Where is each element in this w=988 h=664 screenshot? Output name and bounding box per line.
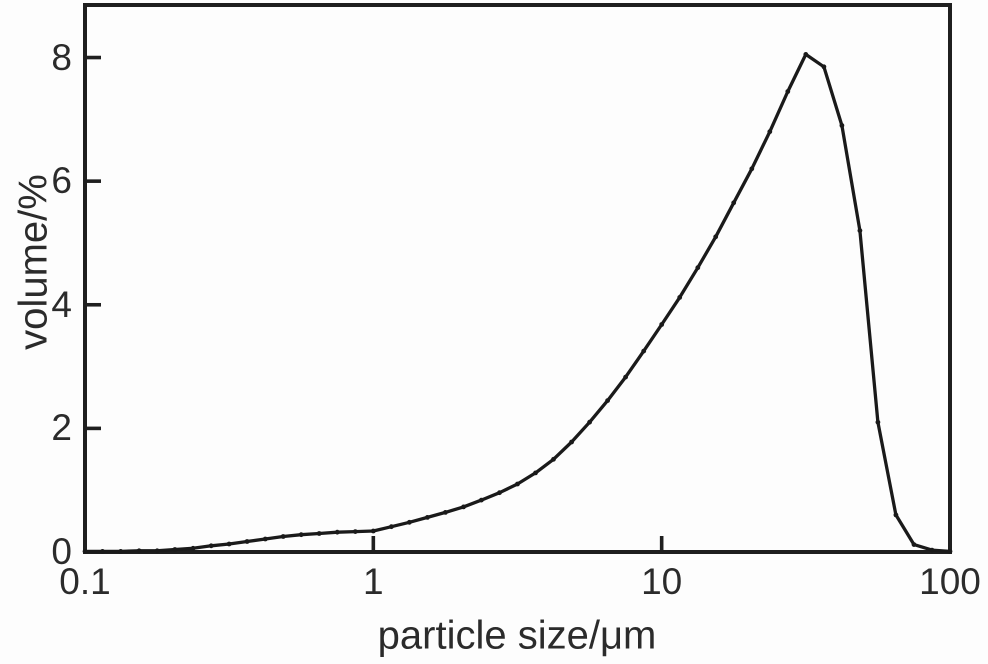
y-tick-label: 8 bbox=[51, 36, 72, 78]
data-point bbox=[695, 265, 701, 271]
data-point bbox=[352, 529, 358, 534]
data-point bbox=[136, 548, 142, 554]
x-tick-label: 1 bbox=[363, 561, 384, 602]
data-point bbox=[370, 528, 376, 534]
data-point bbox=[911, 542, 917, 547]
data-point bbox=[316, 531, 322, 536]
data-point bbox=[929, 547, 935, 553]
plot-frame bbox=[83, 3, 952, 554]
data-point bbox=[839, 123, 845, 128]
data-point bbox=[623, 374, 628, 380]
data-point bbox=[893, 512, 899, 518]
data-point bbox=[857, 228, 863, 234]
data-point bbox=[533, 470, 538, 476]
data-point bbox=[569, 439, 574, 445]
data-point bbox=[479, 497, 484, 503]
y-tick-label: 4 bbox=[51, 283, 72, 325]
data-point bbox=[461, 504, 466, 510]
data-point bbox=[226, 541, 232, 547]
data-point bbox=[605, 398, 610, 403]
data-point bbox=[659, 322, 665, 327]
data-point bbox=[389, 524, 394, 530]
data-point bbox=[100, 549, 105, 554]
y-tick-label: 6 bbox=[51, 160, 72, 202]
data-point bbox=[190, 545, 196, 551]
data-point bbox=[262, 536, 268, 542]
data-point bbox=[677, 295, 683, 300]
data-point bbox=[118, 549, 124, 554]
x-axis-label: particle size/μm bbox=[377, 613, 657, 658]
data-point bbox=[767, 129, 773, 135]
data-point bbox=[803, 52, 809, 57]
data-point bbox=[407, 519, 412, 525]
data-point bbox=[821, 64, 827, 70]
x-tick-label: 0.1 bbox=[59, 561, 111, 602]
data-point bbox=[172, 547, 178, 552]
y-tick-label: 2 bbox=[51, 407, 72, 449]
x-tick-label: 10 bbox=[641, 561, 683, 602]
data-point bbox=[731, 200, 737, 206]
data-point bbox=[280, 534, 286, 539]
data-point bbox=[443, 510, 448, 515]
y-tick-label: 0 bbox=[51, 531, 72, 572]
data-point bbox=[298, 532, 304, 538]
data-point bbox=[334, 529, 340, 535]
data-point bbox=[785, 89, 791, 94]
data-point bbox=[82, 549, 88, 554]
data-point bbox=[713, 234, 719, 240]
data-point bbox=[497, 490, 502, 496]
data-point bbox=[208, 543, 214, 549]
data-point bbox=[587, 419, 592, 425]
data-point bbox=[641, 348, 647, 354]
data-point bbox=[875, 419, 881, 425]
distribution-curve bbox=[83, 52, 952, 554]
data-point bbox=[425, 515, 430, 520]
data-point bbox=[244, 539, 250, 544]
data-point bbox=[551, 456, 556, 462]
data-point bbox=[749, 166, 755, 172]
data-point bbox=[154, 548, 160, 554]
x-tick-label: 100 bbox=[919, 561, 981, 602]
data-point bbox=[947, 549, 953, 554]
data-point bbox=[515, 481, 520, 487]
